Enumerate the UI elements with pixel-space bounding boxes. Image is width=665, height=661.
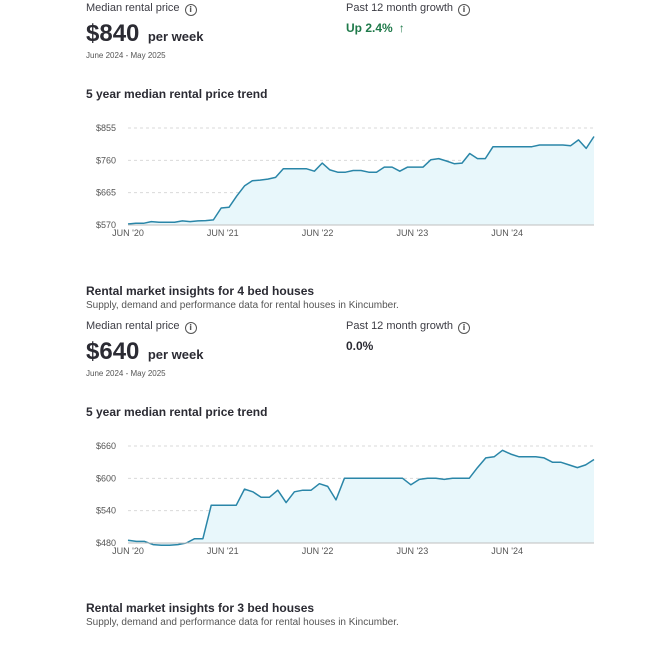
growth-label-text: Past 12 month growth	[346, 2, 454, 14]
past-growth-label: Past 12 month growth i	[346, 320, 471, 334]
trend-title: 5 year median rental price trend	[86, 405, 268, 419]
median-price-value: $840	[86, 20, 140, 47]
growth-label-text: Past 12 month growth	[346, 320, 454, 332]
x-tick-label: JUN '23	[396, 546, 428, 556]
x-tick-label: JUN '23	[396, 228, 428, 238]
y-tick-label: $660	[96, 441, 116, 451]
trend-title: 5 year median rental price trend	[86, 87, 268, 101]
median-rental-price-label: Median rental price i	[86, 320, 197, 334]
growth-value: Up 2.4% ↑	[346, 21, 405, 35]
x-tick-label: JUN '20	[112, 546, 144, 556]
y-tick-label: $760	[96, 155, 116, 165]
median-label-text: Median rental price	[86, 320, 180, 332]
median-price-value: $640	[86, 338, 140, 365]
per-week-label: per week	[147, 347, 204, 362]
info-icon[interactable]: i	[184, 4, 197, 16]
y-tick-label: $855	[96, 123, 116, 133]
median-price-block: $840 per week	[86, 20, 204, 48]
x-tick-label: JUN '22	[302, 228, 334, 238]
x-tick-label: JUN '24	[491, 228, 523, 238]
series-line	[127, 449, 595, 546]
y-tick-label: $480	[96, 538, 116, 548]
series-line	[127, 136, 595, 225]
price-period: June 2024 - May 2025	[86, 369, 166, 378]
median-rental-price-label: Median rental price i	[86, 2, 197, 16]
x-tick-label: JUN '20	[112, 228, 144, 238]
y-tick-label: $540	[96, 506, 116, 516]
area-fill	[128, 450, 594, 546]
y-tick-label: $665	[96, 188, 116, 198]
info-icon[interactable]: i	[458, 4, 471, 16]
median-label-text: Median rental price	[86, 2, 180, 14]
growth-value: 0.0%	[346, 339, 374, 353]
x-tick-label: JUN '21	[207, 228, 239, 238]
section-subtitle: Supply, demand and performance data for …	[86, 300, 399, 311]
y-tick-label: $600	[96, 473, 116, 483]
info-icon[interactable]: i	[458, 322, 471, 334]
y-tick-label: $570	[96, 220, 116, 230]
per-week-label: per week	[147, 29, 204, 44]
area-fill	[128, 136, 594, 225]
past-growth-label: Past 12 month growth i	[346, 2, 471, 16]
section-heading-4-bed: Rental market insights for 4 bed houses	[86, 284, 315, 298]
x-tick-label: JUN '22	[302, 546, 334, 556]
info-icon[interactable]: i	[184, 322, 197, 334]
section-subtitle: Supply, demand and performance data for …	[86, 617, 399, 628]
section-heading-3-bed: Rental market insights for 3 bed houses	[86, 601, 315, 615]
price-period: June 2024 - May 2025	[86, 51, 166, 60]
median-price-block: $640 per week	[86, 338, 204, 366]
arrow-up-icon: ↑	[398, 21, 405, 35]
x-tick-label: JUN '24	[491, 546, 523, 556]
growth-value-text: Up 2.4%	[346, 21, 393, 35]
x-tick-label: JUN '21	[207, 546, 239, 556]
